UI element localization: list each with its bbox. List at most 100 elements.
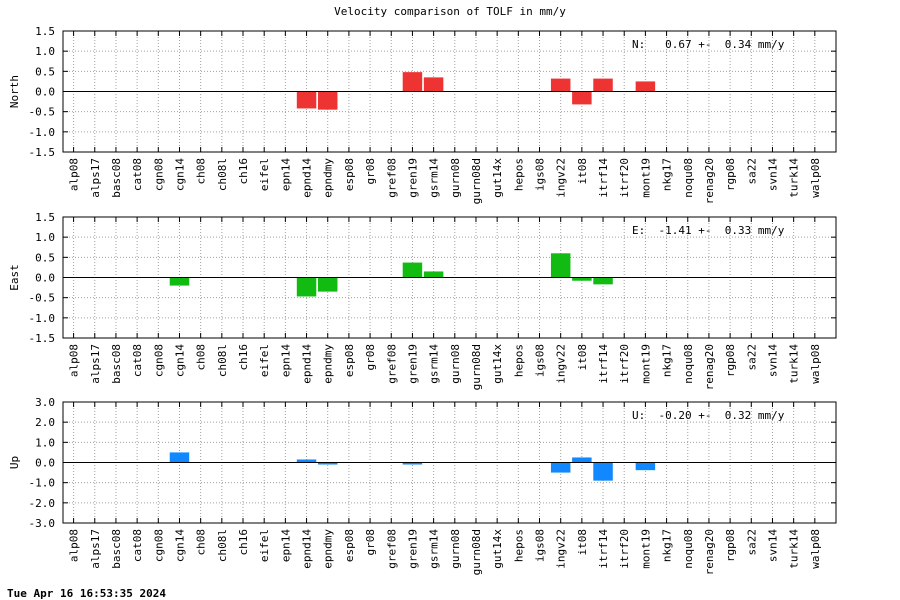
x-tick-label: itrf14 <box>597 529 610 569</box>
velocity-annotation: U: -0.20 +- 0.32 mm/y <box>632 409 785 422</box>
y-tick-label: -1.0 <box>29 312 56 325</box>
chart-panel-up: 3.0 2.0 1.0 0.0 -1.0 -2.0 -3.0 alp08 alps17 basc0… <box>8 396 837 575</box>
x-tick-label: alp08 <box>68 529 81 562</box>
x-tick-label: gurn08d <box>470 158 483 204</box>
x-tick-label: gut14x <box>491 158 504 198</box>
x-tick-label: itrf14 <box>597 158 610 198</box>
x-tick-label: turk14 <box>788 344 801 384</box>
y-axis-label: East <box>8 264 21 291</box>
bar-epndmy <box>317 277 338 292</box>
x-tick-label: it08 <box>576 158 589 185</box>
x-tick-label: nkg17 <box>661 344 674 377</box>
x-tick-label: noqu08 <box>682 529 695 569</box>
x-tick-label: ch08 <box>195 158 208 185</box>
x-tick-label: sa22 <box>745 344 758 371</box>
x-tick-label: it08 <box>576 529 589 556</box>
x-tick-label: mont19 <box>639 158 652 198</box>
x-tick-label: nkg17 <box>661 158 674 191</box>
x-tick-label: gren19 <box>406 344 419 384</box>
x-tick-label: svn14 <box>766 344 779 377</box>
x-tick-label: rgp08 <box>724 344 737 377</box>
bar-itrf14 <box>593 277 613 285</box>
x-tick-label: itrf20 <box>618 344 631 384</box>
x-tick-label: mont19 <box>639 529 652 569</box>
x-tick-label: epndmy <box>322 529 335 569</box>
x-tick-label: ch16 <box>237 344 250 371</box>
x-tick-label: ch08l <box>216 344 229 377</box>
x-tick-label: cgn08 <box>152 344 165 377</box>
bar-mont19 <box>635 462 656 471</box>
x-tick-label: epnd14 <box>301 344 314 384</box>
x-tick-label: ch08l <box>216 158 229 191</box>
x-tick-label: hepos <box>512 158 525 191</box>
y-tick-label: -2.0 <box>29 497 56 510</box>
x-tick-label: alps17 <box>89 344 102 384</box>
x-tick-label: cat08 <box>131 158 144 191</box>
x-tick-label: walp08 <box>809 158 822 198</box>
x-tick-label: cgn08 <box>152 158 165 191</box>
bar-it08 <box>572 91 592 105</box>
x-tick-label: gr08 <box>364 158 377 185</box>
x-tick-label: gren19 <box>406 529 419 569</box>
x-tick-label: epnd14 <box>301 529 314 569</box>
x-tick-label: basc08 <box>110 529 123 569</box>
x-tick-label: epndmy <box>322 158 335 198</box>
x-tick-label: noqu08 <box>682 158 695 198</box>
x-tick-label: ingv22 <box>555 529 568 569</box>
x-tick-label: eifel <box>258 158 271 191</box>
x-tick-label: cgn14 <box>173 344 186 377</box>
bar-gren19 <box>402 262 423 278</box>
x-tick-label: alp08 <box>68 344 81 377</box>
x-tick-label: gsrm14 <box>428 158 441 198</box>
y-axis-label: Up <box>8 456 21 469</box>
timestamp: Tue Apr 16 16:53:35 2024 <box>7 587 166 600</box>
x-tick-label: gren19 <box>406 158 419 198</box>
bar-ingv22 <box>550 253 571 278</box>
x-tick-label: walp08 <box>809 529 822 569</box>
x-tick-label: epn14 <box>279 158 292 191</box>
x-tick-label: alp08 <box>68 158 81 191</box>
x-tick-label: gurn08d <box>470 344 483 390</box>
chart-panel-north: 1.5 1.0 0.5 0.0 -0.5 -1.0 -1.5 alp08 alps17 basc0… <box>8 25 837 204</box>
x-tick-label: mont19 <box>639 344 652 384</box>
chart-panel-east: 1.5 1.0 0.5 0.0 -0.5 -1.0 -1.5 alp08 alps17 basc0… <box>8 211 837 390</box>
x-tick-label: hepos <box>512 344 525 377</box>
x-tick-label: renag20 <box>703 529 716 575</box>
y-tick-label: 1.0 <box>35 436 55 449</box>
bar-ingv22 <box>550 78 571 92</box>
x-tick-label: igs08 <box>534 158 547 191</box>
x-tick-label: hepos <box>512 529 525 562</box>
x-tick-label: ch08 <box>195 529 208 556</box>
x-tick-label: gr08 <box>364 529 377 556</box>
bar-gren19 <box>402 72 423 92</box>
chart-title: Velocity comparison of TOLF in mm/y <box>334 5 566 18</box>
x-tick-label: igs08 <box>534 344 547 377</box>
bar-ingv22 <box>550 462 571 473</box>
x-tick-label: itrf20 <box>618 158 631 198</box>
x-tick-label: gref08 <box>385 158 398 198</box>
bar-epnd14 <box>296 277 317 297</box>
velocity-annotation: E: -1.41 +- 0.33 mm/y <box>632 224 785 237</box>
x-tick-label: sa22 <box>745 529 758 556</box>
y-tick-label: -0.5 <box>29 292 56 305</box>
x-tick-label: cgn14 <box>173 529 186 562</box>
x-tick-label: turk14 <box>788 529 801 569</box>
x-tick-label: rgp08 <box>724 529 737 562</box>
x-tick-label: gurn08 <box>449 344 462 384</box>
y-axis-label: North <box>8 75 21 108</box>
x-tick-label: esp08 <box>343 344 356 377</box>
bar-epnd14 <box>296 91 317 109</box>
x-tick-label: itrf20 <box>618 529 631 569</box>
x-tick-label: gsrm14 <box>428 529 441 569</box>
y-tick-label: 1.5 <box>35 211 55 224</box>
x-tick-label: esp08 <box>343 158 356 191</box>
bar-it08 <box>572 277 592 281</box>
x-tick-label: cgn08 <box>152 529 165 562</box>
bar-itrf14 <box>593 78 613 92</box>
x-tick-label: epndmy <box>322 344 335 384</box>
y-tick-label: 1.0 <box>35 231 55 244</box>
x-tick-label: ch16 <box>237 158 250 185</box>
y-tick-label: -1.0 <box>29 477 56 490</box>
x-tick-label: ch16 <box>237 529 250 556</box>
x-tick-label: nkg17 <box>661 529 674 562</box>
